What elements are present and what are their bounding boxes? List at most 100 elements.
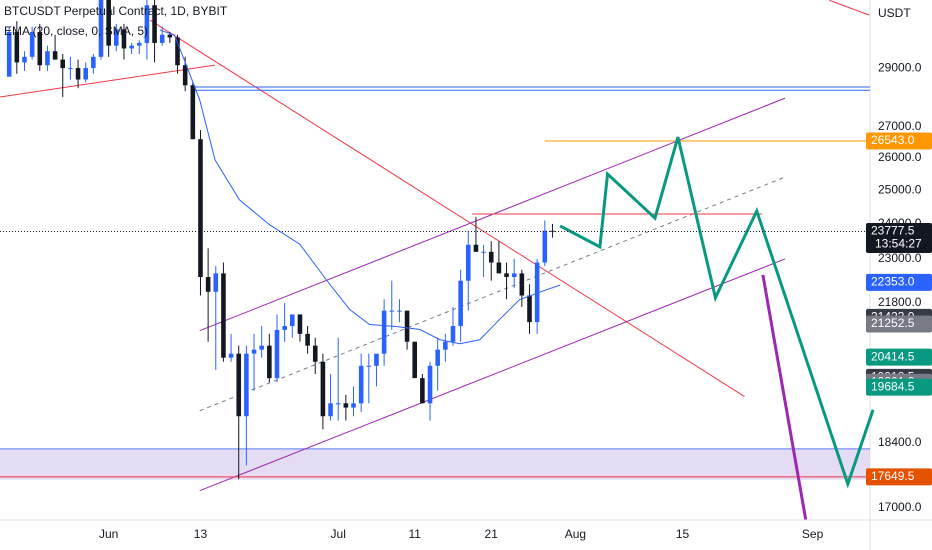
candle-body: [282, 326, 287, 330]
x-tick-label: Sep: [802, 527, 824, 541]
candle-body: [274, 329, 280, 379]
candle-body: [519, 273, 525, 296]
candle-body: [129, 45, 134, 49]
candle-body: [542, 230, 548, 263]
candle-body: [343, 403, 349, 408]
candle-body: [45, 51, 50, 66]
price-label-box: [866, 223, 932, 254]
candle-body: [404, 310, 410, 342]
candle-body: [114, 29, 119, 46]
candle-body: [182, 65, 188, 86]
candle-body: [427, 365, 433, 404]
price-label-box: [866, 273, 932, 291]
candle-body: [190, 85, 196, 140]
candle-body: [450, 326, 456, 342]
candle-body: [420, 378, 425, 404]
candle-body: [213, 273, 219, 292]
x-tick-label: 11: [408, 527, 421, 541]
candle-body: [312, 345, 318, 362]
candle-body: [320, 361, 326, 417]
drawing: [0, 64, 216, 98]
price-label: 21252.5: [871, 316, 915, 330]
candle-body: [68, 68, 73, 70]
candle-body: [91, 56, 96, 69]
candle-body: [121, 29, 127, 49]
drawing: [559, 136, 875, 489]
x-tick-label: Jul: [331, 527, 346, 541]
candle-body: [251, 349, 257, 354]
candle-body: [389, 310, 395, 312]
candle-body: [221, 273, 226, 358]
price-label: 17649.5: [871, 469, 915, 483]
candle-body: [488, 251, 494, 263]
y-tick-label: 26000.0: [878, 150, 922, 164]
candle-body: [198, 139, 203, 278]
x-tick-label: 15: [676, 527, 690, 541]
candle-body: [106, 0, 111, 46]
candle-body: [167, 34, 173, 38]
y-tick-label: 18400.0: [878, 435, 922, 449]
countdown: 13:54:27: [875, 237, 922, 251]
y-tick-label: 27000.0: [878, 119, 922, 133]
price-label-box: [866, 378, 932, 396]
candle-body: [159, 34, 165, 43]
price-label-box: [866, 468, 932, 486]
candle-body: [351, 403, 356, 408]
candle-body: [37, 31, 43, 66]
candle-body: [14, 31, 20, 63]
candle-body: [458, 280, 463, 327]
indicator-label: EMA (20, close, 0, SMA, 5): [4, 24, 148, 38]
candle-body: [267, 345, 272, 379]
candle-body: [29, 31, 35, 57]
candle-body: [6, 31, 12, 77]
x-tick-label: Aug: [565, 527, 586, 541]
y-tick-label: 21800.0: [878, 295, 922, 309]
drawing: [199, 176, 786, 412]
candle-body: [335, 403, 341, 405]
candle-body: [22, 56, 27, 63]
candle-body: [443, 341, 448, 350]
candle-body: [98, 0, 104, 57]
price-label: 19684.5: [871, 379, 915, 393]
y-tick-label: 29000.0: [878, 60, 922, 74]
candle-body: [60, 59, 66, 69]
candle-body: [305, 333, 310, 346]
y-tick-label: 25000.0: [878, 182, 922, 196]
candle-body: [228, 353, 234, 358]
candle-body: [465, 244, 471, 281]
candle-body: [473, 244, 479, 252]
drawing: [199, 258, 786, 492]
price-label: 26543.0: [871, 133, 915, 147]
price-label: 22353.0: [871, 275, 915, 289]
candle-body: [328, 403, 333, 417]
candle-body: [152, 5, 157, 43]
candle-body: [397, 310, 402, 312]
candle-body: [75, 68, 81, 80]
candle-body: [144, 5, 150, 43]
candle-body: [534, 262, 540, 323]
candle-body: [412, 341, 418, 379]
price-label: 20414.5: [871, 349, 915, 363]
candle-body: [496, 262, 502, 274]
candle-body: [236, 353, 242, 417]
candle-body: [381, 310, 387, 354]
candle-body: [358, 365, 364, 404]
currency: USDT: [878, 6, 911, 20]
candle-body: [511, 273, 517, 278]
candle-body: [290, 314, 295, 327]
x-tick-label: Jun: [99, 527, 118, 541]
drawing: [149, 19, 745, 397]
candle-body: [52, 51, 58, 60]
zone: [0, 448, 870, 480]
candle-body: [374, 353, 379, 366]
candle-body: [244, 353, 249, 417]
drawing: [829, 0, 870, 16]
candle-body: [435, 349, 440, 366]
candle-body: [366, 365, 372, 367]
candle-body: [481, 251, 486, 253]
candle-body: [259, 345, 264, 350]
candle-body: [297, 314, 303, 334]
y-tick-label: 23000.0: [878, 251, 922, 265]
y-tick-label: 17000.0: [878, 500, 922, 514]
